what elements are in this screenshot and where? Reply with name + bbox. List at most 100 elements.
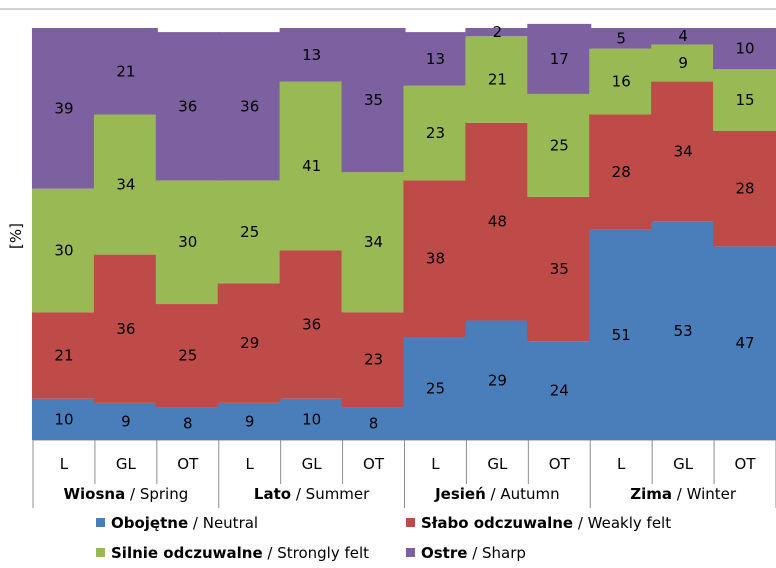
group-label-en: / Spring [125, 485, 188, 503]
legend-label-pl: Obojętne [111, 514, 189, 532]
legend-swatch-neutral [96, 518, 105, 527]
data-label: 35 [550, 260, 569, 278]
data-label: 48 [488, 213, 507, 231]
group-label-pl: Jesień [434, 485, 486, 503]
data-label: 30 [178, 233, 197, 251]
bar-segment [589, 48, 654, 115]
bar-segment [651, 44, 716, 82]
data-label: 35 [364, 91, 383, 109]
y-axis-label: [%] [7, 223, 25, 249]
data-label: 10 [735, 40, 754, 58]
bar-segment [589, 114, 654, 230]
bar-segment [93, 254, 158, 403]
data-label: 2 [493, 23, 503, 41]
legend-item-weakly-felt: Słabo odczuwalne / Weakly felt [406, 512, 671, 534]
bar-segment [31, 28, 96, 189]
bar-segment [403, 32, 468, 86]
data-label: 29 [488, 371, 507, 389]
data-label: 36 [302, 316, 321, 334]
bar-segment [651, 221, 716, 440]
legend-item-neutral: Obojętne / Neutral [96, 512, 258, 534]
x-tick-label: L [431, 455, 440, 473]
data-label: 28 [612, 163, 631, 181]
bar-segment [465, 320, 530, 440]
bar-segment [403, 85, 468, 181]
x-axis: L GL OT L GL OT L GL OT L GL OT Wiosna / Spring Lato … [32, 440, 776, 508]
data-label: 36 [240, 97, 259, 115]
bar-segment [403, 180, 468, 337]
data-label: 23 [364, 351, 383, 369]
legend-swatch-weakly-felt [406, 518, 415, 527]
bar-segment [465, 122, 530, 321]
bar-segment [217, 402, 282, 440]
bar-segment [651, 28, 716, 45]
group-label-en: / Autumn [486, 485, 560, 503]
group-label: Jesień / Autumn [434, 485, 560, 503]
data-label: 30 [54, 241, 73, 259]
stacked-bar-chart: [%] 102130399363421825303692925361036411… [0, 8, 776, 508]
bar-segment [279, 398, 344, 440]
legend-label-en: / Weakly felt [573, 514, 672, 532]
x-tick-label: OT [363, 455, 385, 473]
data-label: 25 [550, 136, 569, 154]
data-label: 9 [245, 412, 255, 430]
group-label-pl: Lato [254, 485, 291, 503]
data-label: 21 [54, 347, 73, 365]
data-label: 9 [678, 54, 688, 72]
legend-label-en: / Sharp [467, 544, 526, 562]
bars-layer: 1021303993634218253036929253610364113823… [31, 23, 776, 440]
data-label: 13 [426, 50, 445, 68]
legend-label-pl: Słabo odczuwalne [421, 514, 574, 532]
data-label: 23 [426, 124, 445, 142]
bar-segment [651, 81, 716, 222]
group-label-en: / Summer [291, 485, 370, 503]
bar-segment [31, 312, 96, 399]
x-tick-label: GL [487, 455, 508, 473]
data-label: 25 [426, 380, 445, 398]
bar-segment [713, 28, 776, 70]
x-tick-label: OT [549, 455, 571, 473]
data-label: 24 [550, 382, 569, 400]
bar-segment [155, 180, 220, 305]
data-label: 36 [178, 97, 197, 115]
legend-swatch-sharp [406, 548, 415, 557]
data-label: 41 [302, 157, 321, 175]
bar-segment [93, 402, 158, 440]
bar-segment [93, 114, 158, 255]
group-label: Zima / Winter [630, 485, 737, 503]
data-label: 21 [116, 62, 135, 80]
data-label: 38 [426, 250, 445, 268]
bar-segment [527, 93, 592, 197]
x-tick-label: OT [177, 455, 199, 473]
bar-segment [465, 28, 530, 37]
data-label: 28 [735, 180, 754, 198]
data-label: 34 [116, 176, 135, 194]
bar-segment [31, 398, 96, 440]
bar-segment [713, 69, 776, 131]
bar-segment [341, 172, 406, 313]
bar-segment [527, 341, 592, 440]
data-label: 9 [121, 412, 131, 430]
legend-label-pl: Ostre [421, 544, 468, 562]
data-label: 15 [735, 91, 754, 109]
data-label: 8 [183, 415, 193, 433]
bar-segment [341, 312, 406, 408]
bar-segment [527, 23, 592, 94]
data-label: 13 [302, 46, 321, 64]
group-label: Lato / Summer [254, 485, 370, 503]
data-label: 5 [616, 29, 626, 47]
data-label: 47 [735, 334, 754, 352]
bar-segment [589, 229, 654, 440]
x-tick-label: GL [302, 455, 323, 473]
bar-segment [217, 180, 282, 284]
bar-segment [341, 28, 406, 173]
bar-segment [527, 196, 592, 342]
data-label: 4 [678, 27, 688, 45]
data-label: 10 [302, 410, 321, 428]
x-tick-label: L [246, 455, 255, 473]
legend: Obojętne / Neutral Słabo odczuwalne / We… [0, 508, 776, 568]
legend-label-en: / Neutral [188, 514, 259, 532]
legend-label-en: / Strongly felt [262, 544, 370, 562]
legend-item-strongly-felt: Silnie odczuwalne / Strongly felt [96, 542, 369, 564]
bar-segment [217, 32, 282, 181]
